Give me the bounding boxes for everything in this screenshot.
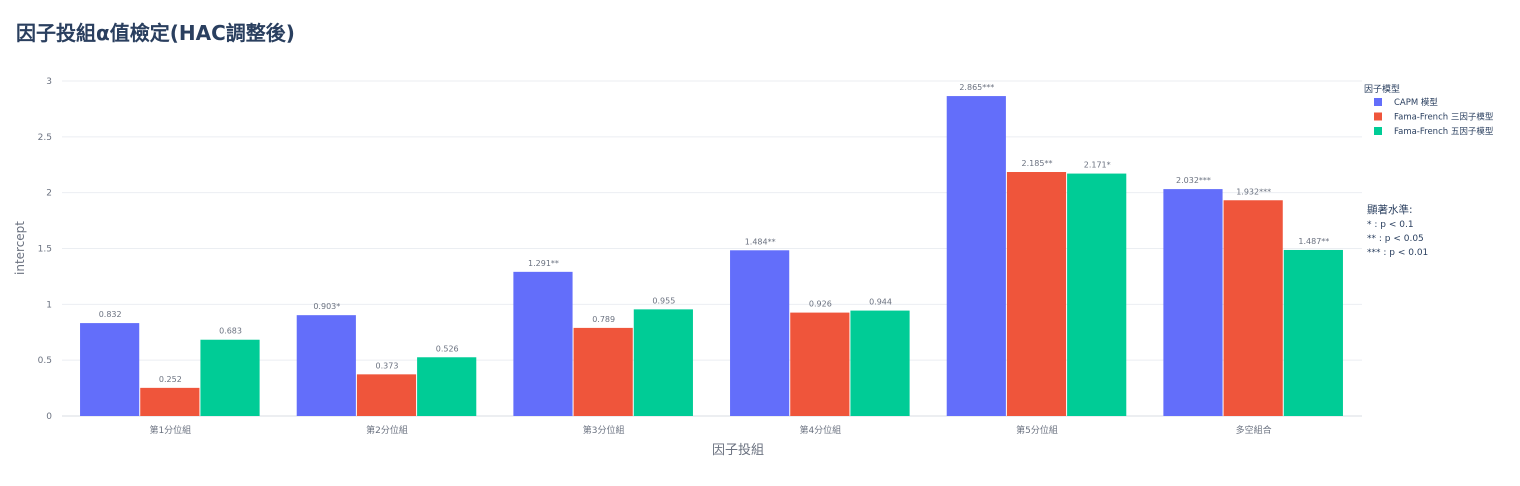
bar-value-label: 0.832 bbox=[99, 310, 122, 319]
legend-item-label: CAPM 模型 bbox=[1394, 97, 1438, 108]
bar-labels: 0.832 0.252 0.683 0.903* 0.373 0.526 1.291** 0.… bbox=[99, 83, 1330, 384]
y-tick-label: 1.5 bbox=[38, 245, 52, 255]
y-axis-ticks: 0 0.5 1 1.5 2 2.5 3 bbox=[38, 77, 53, 422]
x-tick-label: 多空組合 bbox=[1236, 424, 1272, 436]
bar-value-label: 0.944 bbox=[869, 298, 892, 307]
bar-value-label: 0.526 bbox=[436, 344, 459, 353]
bar-value-label: 0.252 bbox=[159, 375, 182, 384]
bar bbox=[296, 315, 356, 416]
bar-value-label: 1.932*** bbox=[1236, 187, 1271, 196]
x-tick-label: 第5分位組 bbox=[1016, 424, 1058, 436]
bar bbox=[513, 271, 573, 416]
bar-value-label: 0.955 bbox=[652, 296, 675, 305]
legend-item-label: Fama-French 三因子模型 bbox=[1394, 112, 1494, 123]
bar-value-label: 0.683 bbox=[219, 327, 242, 336]
x-tick-label: 第4分位組 bbox=[799, 424, 841, 436]
bar bbox=[80, 323, 140, 416]
x-axis-title: 因子投組 bbox=[712, 442, 764, 458]
bar-value-label: 1.487** bbox=[1298, 237, 1329, 246]
bar bbox=[946, 96, 1006, 416]
y-tick-label: 2 bbox=[46, 189, 52, 199]
bar bbox=[790, 312, 850, 416]
y-tick-label: 0 bbox=[46, 412, 52, 422]
bar bbox=[200, 339, 260, 416]
y-tick-label: 0.5 bbox=[38, 356, 52, 366]
bar-value-label: 0.903* bbox=[313, 302, 340, 311]
bar bbox=[1006, 172, 1067, 416]
bar bbox=[730, 250, 790, 416]
bar bbox=[417, 357, 477, 416]
legend-swatch bbox=[1374, 127, 1382, 135]
bar-value-label: 2.171* bbox=[1084, 161, 1111, 170]
bar bbox=[356, 374, 417, 416]
bar bbox=[1223, 200, 1283, 416]
bar-value-label: 1.484** bbox=[745, 237, 776, 246]
significance-note: 顯著水準: * : p < 0.1 ** : p < 0.05 *** : p < … bbox=[1367, 203, 1428, 258]
legend-title: 因子模型 bbox=[1364, 84, 1400, 95]
y-tick-label: 3 bbox=[46, 77, 52, 87]
x-tick-label: 第1分位組 bbox=[149, 424, 191, 436]
bar bbox=[573, 327, 633, 416]
bar bbox=[633, 309, 693, 416]
x-tick-label: 第2分位組 bbox=[366, 424, 408, 436]
significance-line: *** : p < 0.01 bbox=[1367, 248, 1428, 258]
legend-item-label: Fama-French 五因子模型 bbox=[1394, 126, 1494, 137]
bar-value-label: 1.291** bbox=[528, 259, 559, 268]
bar-value-label: 2.865*** bbox=[959, 83, 994, 92]
bar bbox=[140, 387, 200, 416]
y-tick-label: 1 bbox=[46, 300, 52, 310]
gridlines bbox=[62, 80, 1362, 417]
chart-title: 因子投組α值檢定(HAC調整後) bbox=[16, 21, 295, 45]
bar-value-label: 0.789 bbox=[592, 315, 615, 324]
legend-swatch bbox=[1374, 112, 1382, 121]
legend: 因子模型 CAPM 模型 Fama-French 三因子模型 Fama-French… bbox=[1364, 84, 1494, 137]
bar bbox=[1163, 189, 1223, 416]
significance-line: * : p < 0.1 bbox=[1367, 220, 1414, 230]
bar bbox=[850, 310, 910, 416]
significance-heading: 顯著水準: bbox=[1367, 203, 1413, 216]
legend-swatch bbox=[1374, 98, 1382, 106]
y-tick-label: 2.5 bbox=[38, 133, 52, 143]
bars bbox=[80, 96, 1343, 416]
significance-line: ** : p < 0.05 bbox=[1367, 234, 1424, 244]
bar bbox=[1283, 249, 1343, 416]
bar-value-label: 0.926 bbox=[809, 300, 832, 309]
bar-value-label: 2.032*** bbox=[1176, 176, 1211, 185]
x-axis-ticks: 第1分位組 第2分位組 第3分位組 第4分位組 第5分位組 多空組合 bbox=[149, 424, 1271, 436]
x-tick-label: 第3分位組 bbox=[583, 424, 625, 436]
bar bbox=[1067, 173, 1127, 416]
bar-value-label: 0.373 bbox=[376, 361, 399, 370]
bar-value-label: 2.185** bbox=[1022, 159, 1053, 168]
y-axis-title: intercept bbox=[13, 221, 27, 275]
